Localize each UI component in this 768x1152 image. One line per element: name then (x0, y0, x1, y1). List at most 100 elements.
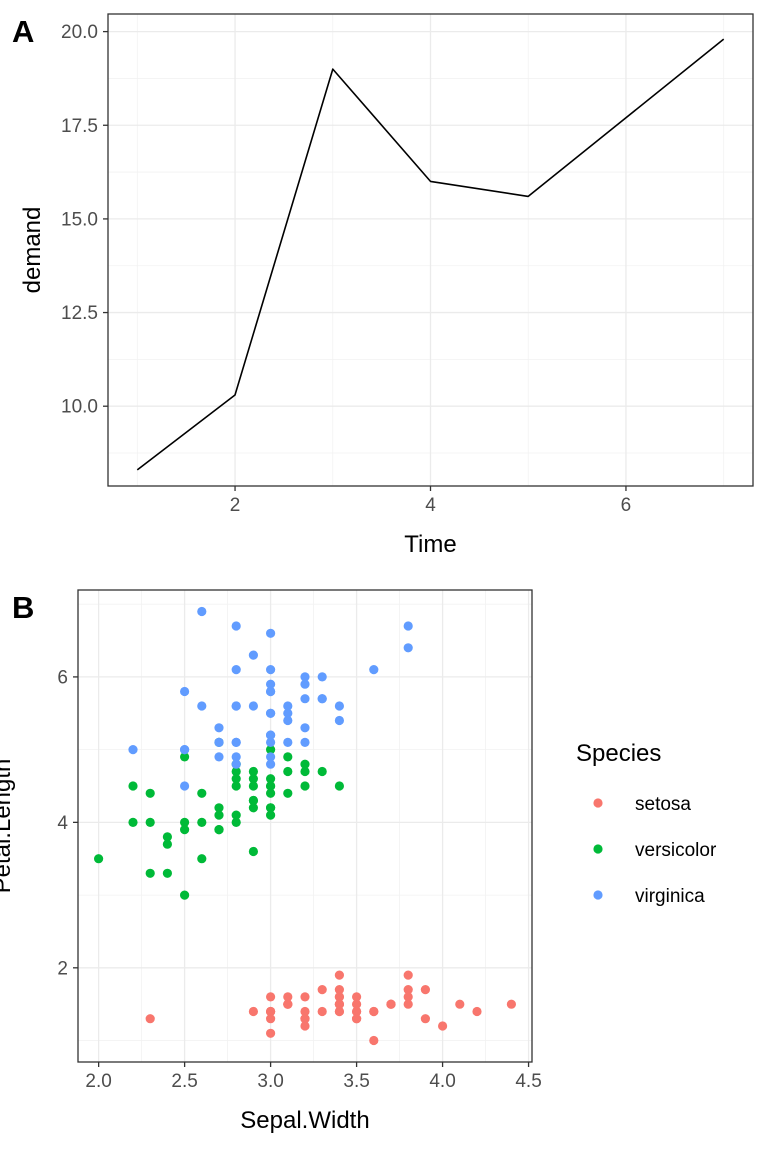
legend-title: Species (576, 740, 661, 767)
point-versicolor (283, 766, 293, 777)
point-setosa (300, 1014, 310, 1024)
point-versicolor (231, 810, 241, 820)
point-setosa (403, 992, 413, 1002)
b-x-tick-label: 2.5 (171, 1071, 197, 1092)
point-virginica (300, 679, 310, 689)
point-setosa (334, 985, 344, 995)
point-virginica (231, 759, 241, 769)
point-versicolor (180, 825, 190, 835)
point-versicolor (128, 817, 138, 828)
point-virginica (283, 701, 293, 711)
panel-b-ticks: 2.0 2.5 3.0 3.5 4.0 4.5 2 4 6 (57, 667, 541, 1092)
b-x-tick-label: 4.5 (515, 1071, 541, 1092)
point-versicolor (231, 774, 241, 784)
point-setosa (420, 1014, 430, 1024)
panel-a-ticks: 2 4 6 10.0 12.5 15.0 17.5 20.0 (61, 22, 631, 516)
b-x-tick-label: 3.5 (343, 1071, 369, 1092)
point-versicolor (248, 774, 258, 784)
point-setosa (438, 1021, 448, 1031)
point-versicolor (145, 788, 155, 798)
panel-b-gridlines (78, 590, 532, 1062)
panel-b-x-axis-title: Sepal.Width (240, 1107, 369, 1134)
point-versicolor (300, 766, 310, 777)
point-versicolor (231, 781, 241, 791)
panel-a-tag: A (12, 14, 34, 49)
point-virginica (266, 686, 276, 697)
point-setosa (317, 985, 327, 995)
point-versicolor (334, 781, 344, 791)
point-virginica (266, 730, 276, 740)
point-versicolor (180, 752, 190, 762)
point-virginica (403, 643, 413, 653)
point-setosa (248, 1006, 258, 1017)
point-virginica (248, 701, 258, 711)
point-setosa (317, 1006, 327, 1017)
panel-a-series (136, 38, 725, 471)
point-versicolor (248, 846, 258, 857)
point-versicolor (300, 759, 310, 769)
series-setosa (145, 970, 516, 1046)
point-setosa (506, 999, 516, 1009)
point-virginica (283, 708, 293, 718)
b-y-tick-label: 4 (57, 813, 68, 834)
point-setosa (420, 985, 430, 995)
panel-a-gridlines (108, 14, 753, 486)
point-versicolor (248, 795, 258, 806)
point-setosa (334, 999, 344, 1009)
point-versicolor (248, 781, 258, 791)
point-versicolor (214, 810, 224, 820)
point-setosa (403, 999, 413, 1009)
demand-line (136, 38, 725, 471)
b-x-tick-label: 4.0 (429, 1071, 455, 1092)
panel-b-y-axis-title: Petal.Length (0, 759, 16, 894)
point-setosa (386, 999, 396, 1009)
point-setosa (369, 1035, 379, 1046)
point-setosa (334, 1006, 344, 1017)
panel-b-tag: B (12, 590, 34, 625)
point-versicolor (197, 817, 207, 828)
point-versicolor (248, 766, 258, 777)
point-setosa (266, 1006, 276, 1017)
point-versicolor (300, 781, 310, 791)
point-setosa (334, 992, 344, 1002)
point-versicolor (283, 788, 293, 798)
point-virginica (231, 621, 241, 631)
a-y-tick-label: 12.5 (61, 303, 98, 324)
point-virginica (180, 686, 190, 697)
point-virginica (300, 737, 310, 748)
point-virginica (266, 752, 276, 762)
point-virginica (300, 672, 310, 682)
point-versicolor (266, 745, 276, 755)
legend-label-setosa: setosa (635, 794, 691, 815)
point-setosa (266, 992, 276, 1002)
point-virginica (214, 737, 224, 748)
point-virginica (369, 665, 379, 675)
point-virginica (214, 723, 224, 733)
panel-b-legend: Species setosa versicolor virginica (576, 740, 717, 907)
point-setosa (369, 1006, 379, 1017)
panel-b-scatter-chart: B 2.0 2.5 3.0 3.5 4.0 4.5 2 4 6 Sepal.Width Peta… (0, 589, 717, 1134)
point-setosa (352, 1014, 362, 1024)
point-setosa (455, 999, 465, 1009)
point-virginica (197, 701, 207, 711)
point-virginica (266, 628, 276, 638)
point-virginica (334, 715, 344, 726)
panel-b-frame (77, 589, 533, 1063)
point-versicolor (180, 817, 190, 828)
point-versicolor (180, 890, 190, 900)
point-virginica (231, 665, 241, 675)
a-x-tick-label: 2 (230, 495, 241, 516)
legend-key-setosa (593, 798, 603, 808)
point-virginica (248, 650, 258, 660)
point-setosa (266, 1028, 276, 1038)
b-y-tick-label: 6 (57, 667, 68, 688)
point-virginica (231, 701, 241, 711)
point-virginica (214, 752, 224, 762)
point-virginica (266, 679, 276, 689)
panel-a-x-axis-title: Time (404, 531, 456, 558)
point-virginica (266, 737, 276, 748)
point-versicolor (145, 817, 155, 828)
legend-label-virginica: virginica (635, 886, 705, 907)
a-y-tick-label: 10.0 (61, 397, 98, 418)
